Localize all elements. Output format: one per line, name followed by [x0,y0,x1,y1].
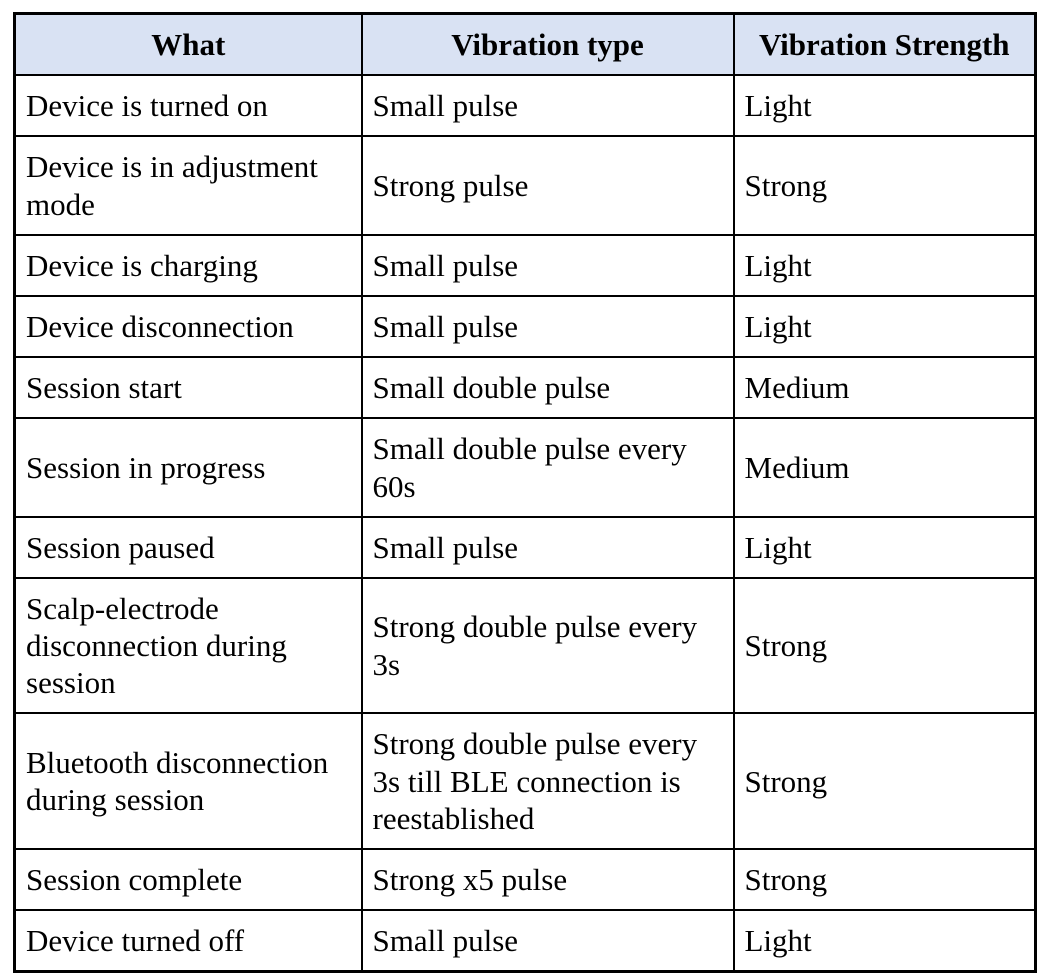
column-header-vibration-strength: Vibration Strength [732,12,1037,77]
cell-vibration-strength: Strong [732,847,1037,912]
cell-vibration-strength: Medium [732,417,1037,518]
cell-vibration-strength: Light [732,294,1037,359]
document-page: What Vibration type Vibration Strength D… [0,12,1058,976]
table-row: Device disconnection Small pulse Light [13,294,1037,359]
cell-what: Bluetooth disconnection during session [13,712,363,850]
cell-what: Device turned off [13,909,363,973]
cell-vibration-type: Small pulse [360,515,735,579]
vibration-feedback-table: What Vibration type Vibration Strength D… [13,12,1037,974]
cell-vibration-type: Strong x5 pulse [360,847,735,912]
column-header-vibration-type: Vibration type [360,12,735,77]
cell-vibration-type: Strong double pulse every 3s till BLE co… [360,712,735,850]
cell-vibration-type: Strong pulse [360,135,735,236]
cell-vibration-strength: Strong [732,576,1037,715]
cell-vibration-strength: Light [732,909,1037,973]
cell-vibration-type: Small pulse [360,909,735,973]
cell-vibration-strength: Strong [732,135,1037,236]
table-row: Device turned off Small pulse Light [13,909,1037,973]
cell-what: Device is charging [13,233,363,297]
table-row: Device is in adjustment mode Strong puls… [13,135,1037,236]
cell-vibration-strength: Medium [732,356,1037,420]
cell-vibration-type: Small pulse [360,294,735,359]
table-row: Scalp-electrode disconnection during ses… [13,576,1037,715]
cell-what: Device is turned on [13,74,363,138]
table-row: Bluetooth disconnection during session S… [13,712,1037,850]
cell-vibration-type: Strong double pulse every 3s [360,576,735,715]
cell-vibration-strength: Strong [732,712,1037,850]
table-row: Device is turned on Small pulse Light [13,74,1037,138]
table-row: Session paused Small pulse Light [13,515,1037,579]
cell-vibration-strength: Light [732,233,1037,297]
cell-vibration-type: Small pulse [360,233,735,297]
table-row: Session complete Strong x5 pulse Strong [13,847,1037,912]
cell-what: Session complete [13,847,363,912]
table-header-row: What Vibration type Vibration Strength [13,12,1037,77]
cell-vibration-strength: Light [732,515,1037,579]
cell-vibration-type: Small pulse [360,74,735,138]
cell-what: Device disconnection [13,294,363,359]
table-row: Device is charging Small pulse Light [13,233,1037,297]
cell-what: Session start [13,356,363,420]
cell-what: Session in progress [13,417,363,518]
cell-what: Scalp-electrode disconnection during ses… [13,576,363,715]
cell-what: Session paused [13,515,363,579]
cell-vibration-type: Small double pulse [360,356,735,420]
column-header-what: What [13,12,363,77]
cell-what: Device is in adjustment mode [13,135,363,236]
cell-vibration-strength: Light [732,74,1037,138]
table-row: Session in progress Small double pulse e… [13,417,1037,518]
cell-vibration-type: Small double pulse every 60s [360,417,735,518]
table-row: Session start Small double pulse Medium [13,356,1037,420]
